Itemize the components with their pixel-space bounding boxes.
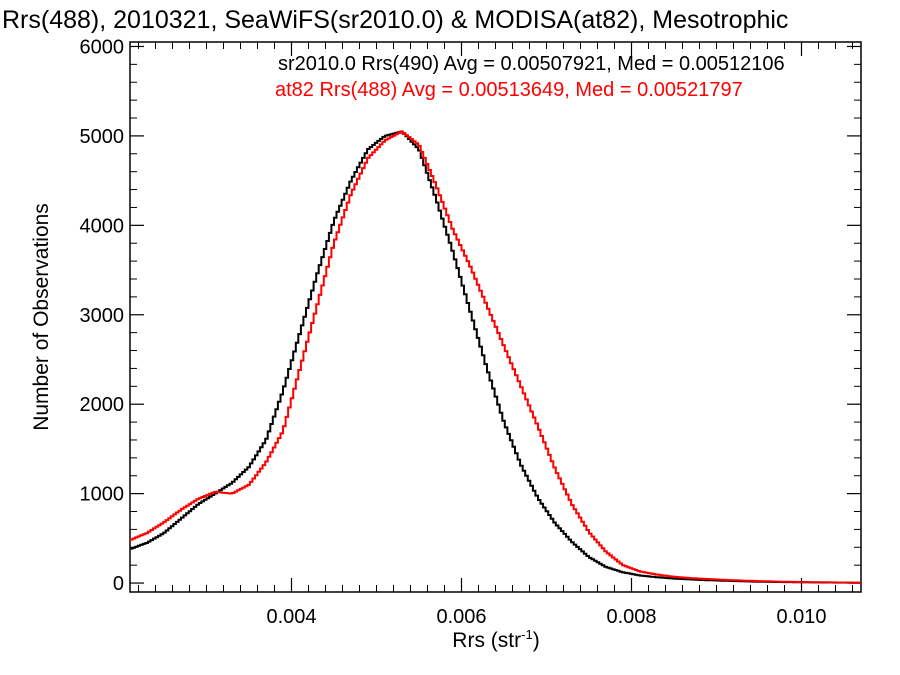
- x-tick-label: 0.006: [436, 606, 486, 628]
- x-tick-label: 0.008: [606, 606, 656, 628]
- chart-title: Rrs(488), 2010321, SeaWiFS(sr2010.0) & M…: [2, 6, 788, 34]
- plot-frame: [129, 41, 862, 593]
- y-tick-label: 0: [113, 573, 124, 595]
- x-axis-title-superscript: -1: [521, 627, 533, 642]
- x-tick-labels: 0.004 0.006 0.008 0.010: [266, 606, 826, 628]
- y-tick-labels: 0 1000 2000 3000 4000 5000 6000: [80, 36, 125, 595]
- legend-entry-1: sr2010.0 Rrs(490) Avg = 0.00507921, Med …: [278, 53, 785, 75]
- y-tick-label: 2000: [80, 394, 125, 416]
- legend-entry-2: at82 Rrs(488) Avg = 0.00513649, Med = 0.…: [275, 79, 743, 101]
- y-tick-label: 3000: [80, 305, 125, 327]
- y-tick-label: 1000: [80, 484, 125, 506]
- x-tick-label: 0.010: [776, 606, 826, 628]
- y-tick-label: 5000: [80, 126, 125, 148]
- series-line-1: [130, 130, 861, 584]
- axis-ticks: [130, 42, 861, 592]
- y-tick-label: 6000: [80, 36, 125, 58]
- y-tick-label: 4000: [80, 215, 125, 237]
- y-axis-title: Number of Observations: [30, 203, 53, 431]
- x-axis-title: Rrs (str-1): [452, 627, 539, 652]
- series-lines: [130, 130, 861, 584]
- series-line-2: [130, 130, 861, 584]
- x-tick-label: 0.004: [266, 606, 316, 628]
